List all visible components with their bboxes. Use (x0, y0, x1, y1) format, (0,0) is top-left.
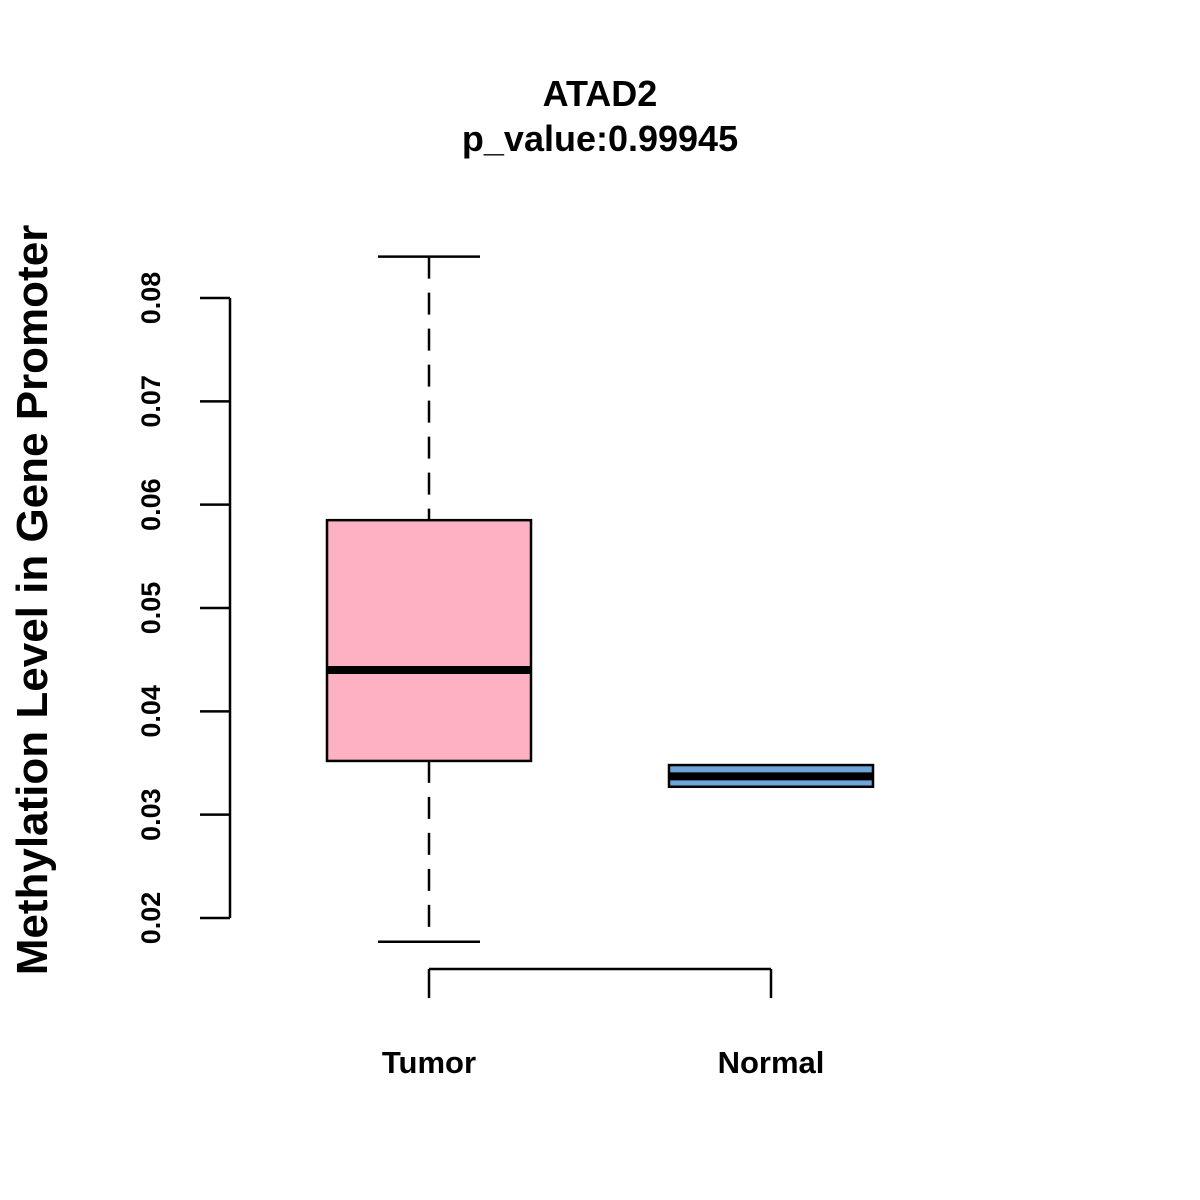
y-tick-label: 0.04 (136, 685, 166, 738)
box-tumor (325, 255, 533, 944)
y-tick-label: 0.06 (136, 478, 166, 531)
y-tick-label: 0.08 (136, 272, 166, 325)
boxes (325, 255, 875, 944)
chart-title: ATAD2 (543, 73, 658, 114)
y-tick-label: 0.03 (136, 788, 166, 841)
y-tick-label: 0.05 (136, 582, 166, 635)
box-iqr (325, 518, 533, 763)
y-axis: 0.02 0.03 0.04 0.05 0.06 0.07 0.08 (136, 272, 232, 945)
y-axis-label: Methylation Level in Gene Promoter (8, 225, 57, 976)
box-normal (667, 763, 875, 789)
x-tick-label-tumor: Tumor (382, 1045, 476, 1080)
x-axis: Tumor Normal (382, 967, 825, 1080)
x-tick-label-normal: Normal (718, 1045, 825, 1080)
chart-subtitle: p_value:0.99945 (462, 118, 738, 159)
y-tick-label: 0.02 (136, 892, 166, 945)
y-tick-label: 0.07 (136, 375, 166, 428)
